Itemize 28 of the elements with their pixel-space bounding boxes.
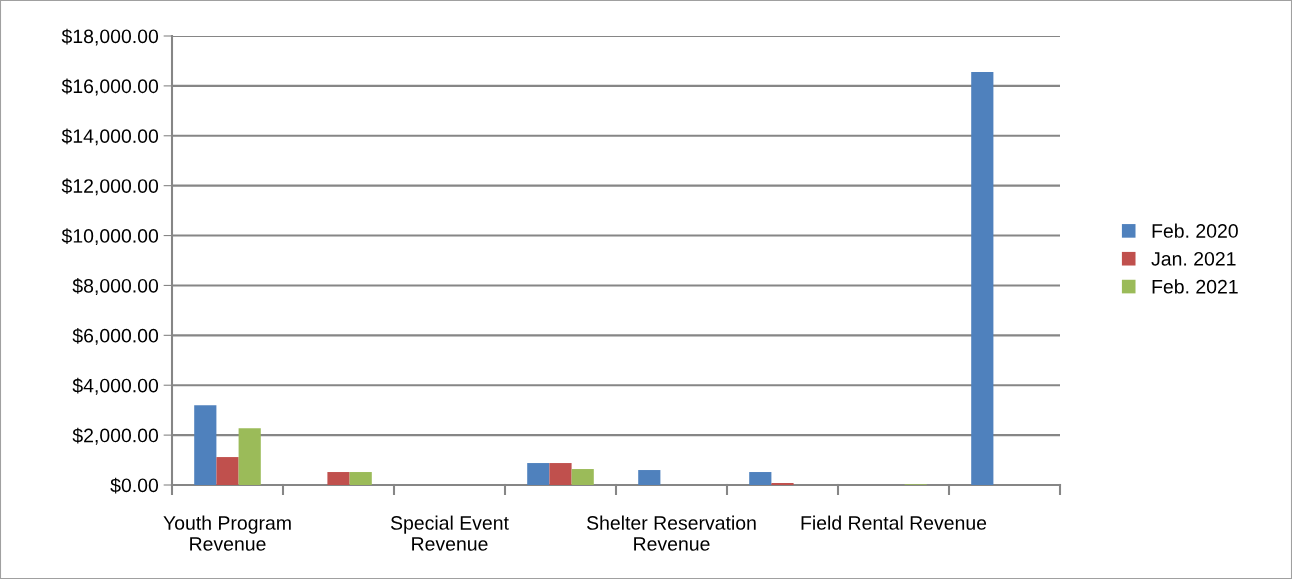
bar	[571, 469, 594, 485]
y-tick-label: $8,000.00	[72, 278, 159, 295]
bar	[749, 472, 772, 485]
bar	[216, 457, 239, 485]
y-tick-label: $0.00	[110, 477, 159, 494]
y-tick-label: $18,000.00	[61, 28, 159, 46]
legend-label: Feb. 2021	[1152, 279, 1238, 294]
y-tick-label: $4,000.00	[72, 377, 159, 395]
bar	[327, 472, 350, 485]
y-tick-label: $2,000.00	[72, 427, 159, 445]
legend-label: Jan. 2021	[1151, 251, 1236, 266]
bar	[349, 472, 372, 485]
bar	[527, 463, 550, 485]
bar	[638, 470, 661, 485]
y-tick-label: $14,000.00	[61, 128, 159, 146]
legend-label: Feb. 2020	[1152, 223, 1238, 238]
bar	[549, 463, 572, 485]
x-tick-label: Field Rental Revenue	[801, 515, 987, 530]
y-tick-label: $12,000.00	[61, 178, 159, 196]
x-tick-label: Shelter Reservation Revenue	[587, 515, 756, 551]
y-tick-label: $6,000.00	[72, 327, 159, 345]
x-tick-label: Youth Program Revenue	[163, 515, 291, 551]
x-tick-label: Special Event Revenue	[390, 515, 509, 551]
y-tick-label: $10,000.00	[61, 228, 159, 246]
bar	[238, 428, 261, 485]
bar	[194, 405, 217, 485]
bar	[971, 71, 994, 485]
y-tick-label: $16,000.00	[61, 78, 159, 96]
